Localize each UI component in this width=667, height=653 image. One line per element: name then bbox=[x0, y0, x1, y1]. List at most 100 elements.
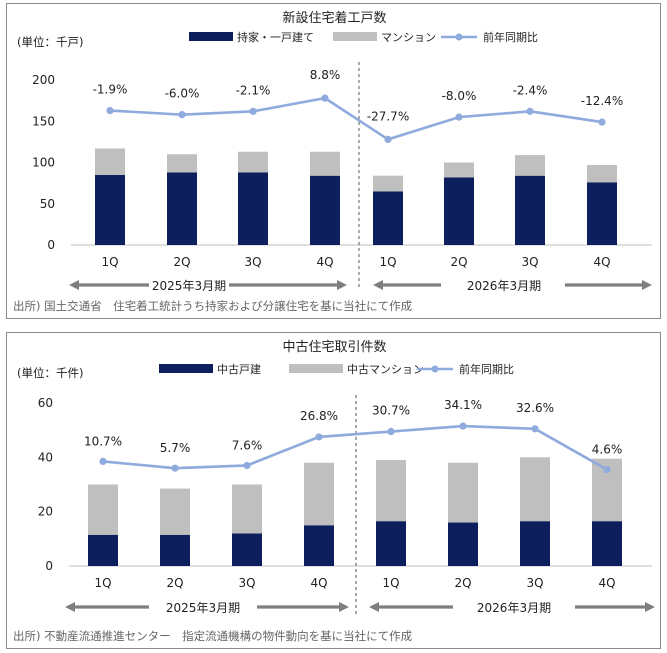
yoy-point bbox=[243, 461, 251, 470]
bar-lower bbox=[238, 172, 268, 245]
yoy-line bbox=[109, 96, 603, 141]
period-arrow-right-a-head bbox=[369, 602, 379, 612]
bar-lower bbox=[232, 533, 262, 566]
yoy-label: 10.7% bbox=[84, 434, 122, 448]
category-label: 4Q bbox=[598, 576, 615, 590]
legend-label-0: 中古戸建 bbox=[217, 362, 261, 376]
period-arrow-left-b-head bbox=[339, 602, 349, 612]
category-label: 1Q bbox=[379, 255, 396, 269]
yoy-label: -2.1% bbox=[236, 83, 271, 97]
bar-upper bbox=[587, 164, 617, 183]
legend-label-1: マンション bbox=[381, 31, 436, 44]
yoy-label: 34.1% bbox=[444, 398, 482, 412]
yoy-label: 4.6% bbox=[592, 443, 623, 457]
legend-swatch-0 bbox=[159, 364, 213, 373]
chart-title: 中古住宅取引件数 bbox=[282, 340, 386, 355]
y-tick-label: 150 bbox=[32, 114, 55, 128]
yoy-label: 5.7% bbox=[160, 441, 191, 455]
yoy-label: -8.0% bbox=[442, 89, 477, 103]
period-arrow-right-b-head bbox=[642, 280, 652, 290]
yoy-point bbox=[384, 135, 392, 143]
yoy-point bbox=[387, 427, 395, 436]
bar-upper bbox=[232, 484, 262, 534]
bar-upper bbox=[238, 151, 268, 173]
yoy-label: -2.4% bbox=[513, 83, 548, 97]
period-arrow-right-b-head bbox=[645, 602, 655, 612]
period-label: 2026年3月期 bbox=[477, 601, 551, 615]
y-tick-label: 0 bbox=[45, 559, 53, 573]
category-label: 1Q bbox=[101, 255, 118, 269]
bar-lower bbox=[304, 525, 334, 566]
category-label: 4Q bbox=[310, 576, 327, 590]
category-label: 1Q bbox=[94, 576, 111, 590]
period-label: 2026年3月期 bbox=[467, 279, 541, 293]
bar-lower bbox=[373, 191, 403, 245]
unit-label: (単位：千件) bbox=[17, 366, 83, 380]
yoy-point bbox=[106, 106, 114, 115]
legend-swatch-1 bbox=[333, 32, 377, 41]
category-label: 3Q bbox=[238, 576, 255, 590]
bar-lower bbox=[587, 182, 617, 245]
yoy-label: 30.7% bbox=[372, 404, 410, 418]
category-label: 4Q bbox=[593, 255, 610, 269]
y-tick-label: 50 bbox=[40, 197, 55, 211]
yoy-point bbox=[171, 464, 179, 472]
yoy-label: 7.6% bbox=[232, 438, 263, 452]
yoy-point bbox=[459, 422, 467, 430]
legend-marker-2 bbox=[455, 33, 463, 41]
bar-lower bbox=[520, 521, 550, 566]
bar-upper bbox=[448, 462, 478, 523]
chart-panel-housing-starts: 新設住宅着工戸数 (単位：千戸) 持家・一戸建て マンション 前年同期比 200 150 10… bbox=[6, 3, 661, 319]
bar-lower bbox=[376, 521, 406, 566]
y-tick-label: 0 bbox=[47, 238, 55, 252]
bar-lower bbox=[444, 177, 474, 245]
bar-lower bbox=[88, 534, 118, 566]
yoy-line bbox=[102, 424, 608, 471]
period-arrow-right-a-head bbox=[373, 280, 383, 290]
period-label: 2025年3月期 bbox=[166, 601, 240, 615]
legend-marker-2 bbox=[431, 365, 439, 373]
chart-title: 新設住宅着工戸数 bbox=[282, 10, 386, 26]
housing-starts-chart: 新設住宅着工戸数 (単位：千戸) 持家・一戸建て マンション 前年同期比 200 150 10… bbox=[13, 10, 652, 313]
y-tick-label: 20 bbox=[38, 505, 53, 519]
category-label: 3Q bbox=[526, 576, 543, 590]
yoy-label: 26.8% bbox=[300, 409, 338, 423]
legend-label-0: 持家・一戸建て bbox=[237, 30, 314, 44]
yoy-point bbox=[99, 457, 107, 466]
yoy-label: 8.8% bbox=[310, 68, 341, 82]
period-arrow-left-a-head bbox=[69, 280, 79, 290]
y-tick-label: 200 bbox=[32, 73, 55, 87]
bar-upper bbox=[88, 484, 118, 535]
bar-upper bbox=[376, 460, 406, 522]
legend-swatch-1 bbox=[289, 364, 343, 373]
yoy-point bbox=[315, 433, 323, 441]
bar-lower bbox=[95, 174, 125, 245]
bar-lower bbox=[515, 175, 545, 245]
yoy-point bbox=[249, 107, 257, 115]
bar-upper bbox=[515, 155, 545, 176]
legend-swatch-0 bbox=[189, 32, 233, 41]
yoy-point bbox=[321, 94, 329, 102]
period-arrow-left-b-head bbox=[337, 280, 347, 290]
category-label: 3Q bbox=[244, 255, 261, 269]
legend-label-2: 前年同期比 bbox=[483, 30, 538, 44]
source-note: 出所) 不動産流通推進センター 指定流通機構の物件動向を基に当社にて作成 bbox=[13, 629, 413, 643]
yoy-label: -12.4% bbox=[581, 94, 623, 108]
chart-panel-used-housing: 中古住宅取引件数 (単位：千件) 中古戸建 中古マンション 前年同期比 60 40 20 0 10… bbox=[6, 332, 661, 649]
yoy-label: -1.9% bbox=[93, 83, 128, 97]
yoy-point bbox=[603, 465, 611, 474]
bar-lower bbox=[448, 522, 478, 566]
bar-lower bbox=[592, 521, 622, 566]
unit-label: (単位：千戸) bbox=[17, 35, 83, 49]
bar-upper bbox=[167, 154, 197, 173]
category-label: 2Q bbox=[166, 576, 183, 590]
yoy-label: -6.0% bbox=[165, 87, 200, 101]
yoy-point bbox=[455, 113, 463, 121]
yoy-point bbox=[178, 111, 186, 119]
bar-lower bbox=[160, 534, 190, 566]
yoy-label: 32.6% bbox=[516, 401, 554, 415]
category-label: 2Q bbox=[454, 576, 471, 590]
y-tick-label: 40 bbox=[38, 450, 53, 464]
category-label: 3Q bbox=[521, 255, 538, 269]
bar-lower bbox=[310, 175, 340, 245]
